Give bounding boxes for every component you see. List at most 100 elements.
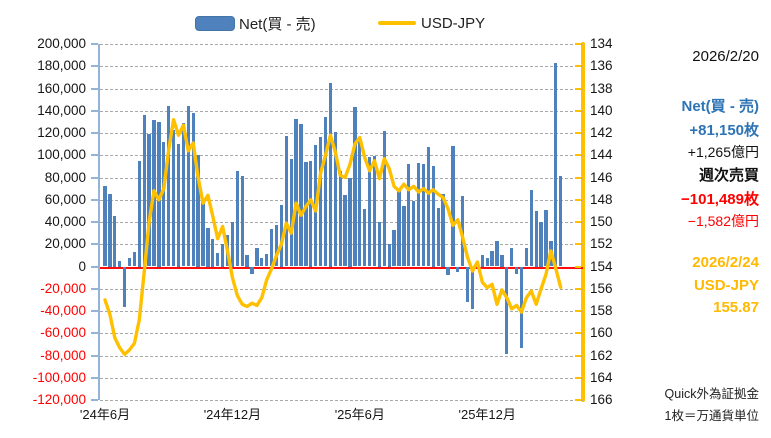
x-axis-label: '24年12月 bbox=[203, 407, 262, 422]
net-bar bbox=[338, 170, 342, 267]
right-axis-tick bbox=[575, 354, 581, 357]
net-bar bbox=[304, 161, 308, 267]
y-axis-label-left: 100,000 bbox=[37, 147, 86, 163]
net-bar bbox=[416, 163, 421, 267]
net-bar bbox=[211, 238, 215, 267]
y-axis-label-left: 200,000 bbox=[37, 36, 86, 51]
net-bar bbox=[279, 205, 284, 267]
right-axis-tick bbox=[575, 109, 581, 112]
net-bar bbox=[220, 244, 225, 267]
y-axis-label-right: 150 bbox=[590, 214, 613, 229]
net-bar bbox=[206, 227, 210, 267]
left-axis-tick bbox=[91, 376, 98, 379]
y-axis-label-right: 140 bbox=[590, 102, 613, 118]
net-bar bbox=[294, 118, 298, 267]
y-axis-label-right: 160 bbox=[590, 325, 613, 341]
left-axis-tick bbox=[91, 176, 98, 179]
y-axis-label-left: -60,000 bbox=[40, 325, 86, 341]
net-bar bbox=[353, 107, 357, 267]
net-bar bbox=[176, 144, 181, 267]
y-axis-label-right: 154 bbox=[590, 258, 613, 274]
net-bar bbox=[485, 257, 489, 267]
footnote-unit: 1枚＝万通貨単位 bbox=[664, 409, 759, 423]
y-axis-label-left: 140,000 bbox=[37, 102, 86, 118]
y-axis-label-left: -120,000 bbox=[32, 392, 86, 407]
fx-date: 2026/2/24 bbox=[692, 254, 759, 271]
net-bar bbox=[186, 106, 190, 267]
net-bar bbox=[260, 257, 264, 267]
net-bar bbox=[495, 240, 499, 267]
net-bar bbox=[554, 63, 558, 267]
gridline bbox=[100, 333, 583, 335]
net-bar bbox=[377, 222, 382, 267]
fx-price-value: 155.87 bbox=[713, 299, 759, 316]
net-bar bbox=[436, 207, 440, 267]
net-lots-value: +81,150枚 bbox=[689, 122, 759, 139]
right-axis-tick bbox=[575, 198, 581, 201]
net-bar bbox=[480, 255, 484, 267]
usdjpy-line-layer bbox=[103, 117, 563, 357]
left-axis-tick bbox=[91, 265, 98, 268]
gridline bbox=[100, 377, 583, 379]
net-bar bbox=[191, 112, 195, 267]
left-axis-tick bbox=[91, 287, 98, 290]
right-axis-tick bbox=[575, 154, 581, 157]
net-bar bbox=[132, 252, 137, 267]
net-bar bbox=[250, 266, 254, 275]
net-bar bbox=[137, 160, 141, 267]
left-axis-tick bbox=[91, 354, 98, 357]
left-axis-tick bbox=[91, 310, 98, 312]
legend-net: Net(買 - 売) bbox=[195, 12, 316, 34]
x-axis-label: '25年6月 bbox=[334, 407, 385, 422]
y-axis-label-left: -20,000 bbox=[40, 280, 86, 296]
net-bar bbox=[358, 137, 362, 267]
net-bar bbox=[441, 194, 445, 267]
right-axis-tick bbox=[575, 376, 581, 379]
left-axis-tick bbox=[91, 399, 98, 401]
x-axis-label: '25年12月 bbox=[458, 407, 516, 422]
net-bar bbox=[240, 176, 244, 267]
y-axis-label-left: -100,000 bbox=[32, 369, 86, 385]
right-axis-tick bbox=[575, 221, 581, 223]
net-bar bbox=[171, 129, 176, 267]
y-axis-label-right: 164 bbox=[590, 369, 613, 385]
net-bar bbox=[539, 222, 543, 267]
net-bar bbox=[529, 189, 533, 267]
y-axis-label-right: 158 bbox=[590, 303, 613, 318]
y-axis-label-left: -40,000 bbox=[40, 303, 86, 318]
right-axis-tick bbox=[575, 310, 581, 312]
y-axis-label-right: 148 bbox=[590, 191, 613, 207]
net-bar bbox=[446, 266, 450, 276]
net-bar bbox=[343, 195, 347, 267]
gridline bbox=[100, 355, 583, 357]
net-bar bbox=[348, 177, 352, 267]
net-bar bbox=[284, 136, 288, 267]
gridline bbox=[100, 66, 583, 68]
net-bar bbox=[333, 131, 337, 267]
left-axis-tick bbox=[91, 43, 98, 45]
right-axis-tick bbox=[575, 287, 581, 290]
left-axis-tick bbox=[91, 221, 98, 223]
net-bar bbox=[559, 176, 563, 267]
net-bar bbox=[490, 250, 494, 267]
net-bar bbox=[500, 255, 504, 267]
gridline bbox=[100, 88, 583, 90]
y-axis-label-right: 144 bbox=[590, 147, 613, 163]
right-axis-tick bbox=[575, 243, 581, 246]
net-bar bbox=[216, 253, 220, 267]
net-bar bbox=[299, 124, 303, 267]
gridline bbox=[100, 44, 583, 45]
y-axis-label-right: 134 bbox=[590, 36, 613, 51]
net-bar bbox=[318, 137, 323, 267]
weekly-amount-value: −1,582億円 bbox=[687, 213, 759, 229]
right-axis-tick bbox=[575, 265, 581, 268]
right-axis-tick bbox=[575, 43, 581, 45]
net-bar bbox=[412, 200, 416, 267]
right-axis-tick bbox=[575, 176, 581, 179]
right-axis-tick bbox=[575, 332, 581, 335]
net-bar bbox=[181, 122, 186, 267]
gridline bbox=[100, 133, 583, 134]
y-axis-label-left: 40,000 bbox=[44, 214, 86, 229]
y-axis-label-right: 146 bbox=[590, 169, 613, 185]
